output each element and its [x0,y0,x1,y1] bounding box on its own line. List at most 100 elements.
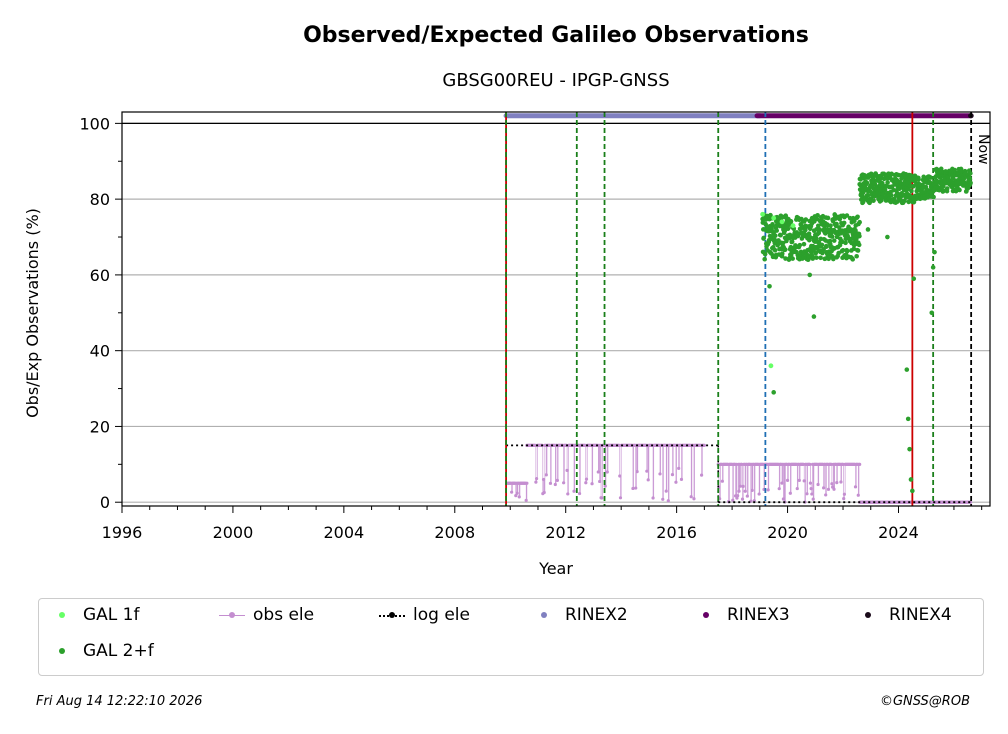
legend-item-obs-ele: obs ele [217,605,314,625]
legend-item-gal-2f: GAL 2+f [47,641,154,661]
obs-ele-point [741,484,745,488]
plot-frame [121,111,991,507]
obs-ele-point [553,482,557,487]
obs-ele-point [572,489,576,493]
obs-ele-point [839,480,843,484]
y-tick-label: 80 [90,190,110,209]
gal-2f-point [778,232,783,238]
gal-2f-point [909,188,914,194]
gal-2f-point [885,180,890,185]
gal-2f-point [885,234,890,240]
obs-ele-point [811,497,815,501]
gal-2f-point [813,236,819,241]
obs-ele-point [534,480,538,484]
obs-ele-point [555,478,559,482]
obs-ele-point [670,473,675,477]
gal-2f-point [968,180,973,186]
x-tick-label: 2024 [878,523,919,542]
gal-2f-point [904,367,910,372]
gal-2f-point [779,251,785,256]
gal-2f-point [929,310,935,316]
gal-2f-point [928,175,933,180]
gal-2f-point [852,218,857,224]
gal-2f-point [825,215,831,221]
y-tick-label: 100 [79,114,110,133]
gal-2f-point [790,256,795,261]
chart-subtitle: GBSG00REU - IPGP-GNSS [442,70,669,91]
obs-ele-point [766,488,770,492]
obs-ele-point [510,490,514,494]
gal-2f-point [801,241,807,247]
gal-2f-point [889,192,894,198]
gal-2f-point [907,446,912,452]
legend-item-rinex3: RINEX3 [691,605,790,625]
gal-2f-point [865,193,871,198]
obs-ele-point [524,498,528,503]
obs-ele-point [542,490,546,495]
x-tick-label: 2004 [323,523,364,542]
gal-2f-point [839,239,845,245]
gal-2f-point [840,247,846,253]
gal-2f-point [941,183,946,189]
obs-ele-point [795,486,799,491]
gal-2f-point [782,247,788,252]
gal-2f-point [773,233,778,238]
legend-label-rinex4: RINEX4 [889,605,952,625]
gal-2f-point [772,237,777,243]
y-tick-label: 0 [100,493,110,512]
x-tick-label: 1996 [102,523,143,542]
gal-2f-point [763,217,769,222]
gal-2f-point [819,242,825,248]
obs-ele-point [666,499,670,503]
gal-2f-point [844,248,850,254]
gal-1f-point [779,219,785,225]
gal-2f-point [806,231,812,236]
obs-ele-point [679,477,684,481]
gal-2f-point [864,180,870,185]
obs-ele-point [590,482,594,486]
gal-2f-point [854,253,859,259]
gal-2f-point [770,223,776,228]
gal-2f-point [851,246,857,252]
obs-ele-point [651,496,655,500]
legend-marker-rinex3 [691,605,721,625]
legend-label-gal-1f: GAL 1f [83,605,140,625]
gal-2f-point [844,213,850,218]
gal-2f-point [789,239,795,244]
legend-marker-gal-1f [47,605,77,625]
gal-2f-point [807,234,813,240]
obs-ele-point [635,469,639,474]
legend-item-rinex2: RINEX2 [529,605,628,625]
obs-ele-point [745,494,749,498]
gal-2f-point [788,219,794,224]
legend-marker-obs-ele [217,605,247,625]
gal-2f-point [778,213,784,219]
obs-ele-point [808,481,813,485]
obs-ele-point [788,491,792,495]
obs-ele-point [689,495,693,499]
footer-timestamp: Fri Aug 14 12:22:10 2026 [36,694,203,709]
gal-1f-point [760,211,766,217]
gal-2f-point [817,227,822,232]
obs-ele-point [603,484,607,488]
legend-item-rinex4: RINEX4 [853,605,952,625]
gal-2f-point [857,233,862,239]
gal-2f-point [932,249,937,255]
gal-2f-point [882,187,888,192]
obs-ele-point [805,492,809,496]
legend-item-gal-1f: GAL 1f [47,605,139,625]
obs-ele-point [661,497,665,501]
gal-2f-point [818,255,823,261]
y-tick-label: 60 [90,266,110,285]
legend-marker-gal-2f [47,641,77,661]
obs-ele-point [618,496,623,500]
gal-2f-point [911,276,917,281]
gal-2f-point [856,242,862,248]
gal-2f-point [857,219,862,225]
obs-ele-point [600,496,604,500]
obs-ele-point [677,466,681,471]
gal-2f-point [958,166,964,172]
obs-ele-point [816,482,820,487]
obs-ele-point [515,491,519,495]
obs-ele-point [566,492,570,496]
